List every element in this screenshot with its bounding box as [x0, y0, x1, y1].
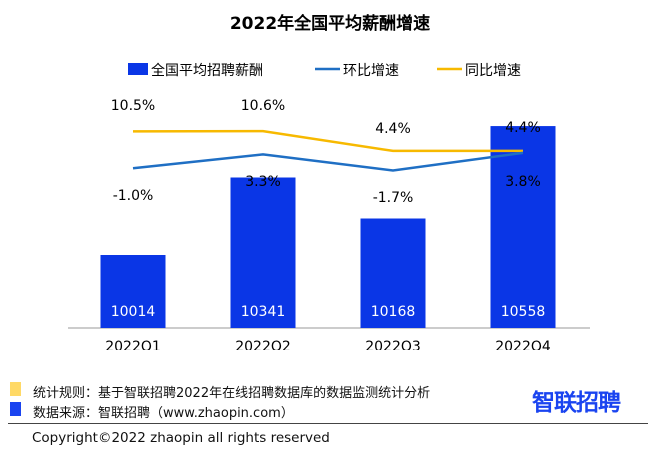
mom-label: -1.7%	[373, 190, 414, 206]
legend-label-mom: 环比增速	[343, 63, 399, 79]
bar-label: 10014	[111, 304, 156, 320]
x-tick-label: 2022Q3	[365, 339, 421, 350]
legend-label-yoy: 同比增速	[465, 63, 521, 79]
bar-label: 10341	[241, 304, 286, 320]
chart-title: 2022年全国平均薪酬增速	[230, 13, 430, 34]
mom-label: 3.3%	[245, 174, 281, 190]
legend-label-bar: 全国平均招聘薪酬	[151, 62, 263, 79]
mom-label: 3.8%	[505, 174, 541, 190]
yoy-label: 4.4%	[375, 121, 411, 137]
yoy-label: 10.5%	[111, 98, 155, 114]
mom-label: -1.0%	[113, 188, 154, 204]
rule-legend-square	[10, 382, 21, 396]
bar-2022Q1	[100, 255, 166, 328]
source-legend-square	[10, 402, 21, 416]
bar-2022Q4	[490, 126, 556, 329]
legend-swatch-bar	[128, 63, 148, 75]
chart: 2022年全国平均薪酬增速 全国平均招聘薪酬 环比增速 同比增速 10014 2022…	[68, 13, 590, 350]
yoy-label: 4.4%	[505, 120, 541, 136]
copyright-text: Copyright©2022 zhaopin all rights reserv…	[32, 430, 330, 446]
zhaopin-logo: 智联招聘	[532, 390, 621, 416]
yoy-label: 10.6%	[241, 98, 285, 114]
bar-2022Q3	[360, 218, 426, 328]
yoy-line	[132, 129, 523, 153]
x-tick-label: 2022Q1	[105, 339, 161, 350]
legend: 全国平均招聘薪酬 环比增速 同比增速	[128, 62, 521, 79]
bar-label: 10558	[501, 304, 546, 320]
stat-rule-text: 统计规则：基于智联招聘2022年在线招聘数据库的数据监测统计分析	[33, 386, 431, 401]
bar-2022Q2	[230, 177, 296, 328]
mom-line	[132, 151, 524, 172]
x-tick-label: 2022Q4	[495, 339, 551, 350]
bar-label: 10168	[371, 304, 416, 320]
data-source-text: 数据来源：智联招聘（www.zhaopin.com）	[33, 406, 294, 421]
footer-divider	[8, 423, 648, 424]
x-tick-label: 2022Q2	[235, 339, 291, 350]
